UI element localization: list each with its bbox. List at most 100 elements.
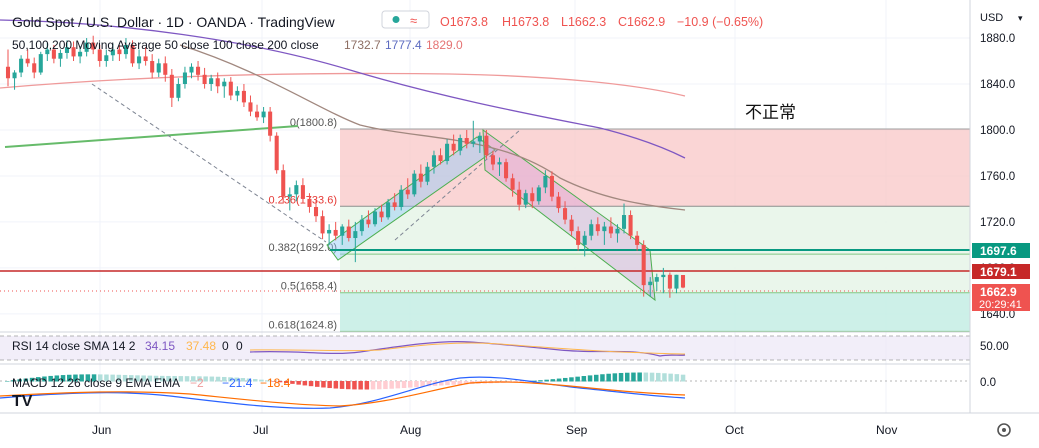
ohlc-high: H1673.8 — [502, 15, 549, 29]
time-axis[interactable]: Jun Jul Aug Sep Oct Nov — [92, 423, 897, 437]
macd-hist-bar — [36, 377, 41, 382]
ma-legend-label[interactable]: 50,100,200 Moving Average 50 close 100 c… — [12, 38, 319, 52]
macd-signal-line — [0, 381, 686, 407]
fib-zone — [340, 129, 970, 207]
ma-200-value: 1829.0 — [426, 38, 463, 52]
macd-hist-bar — [191, 376, 196, 382]
candle-body — [104, 55, 109, 62]
candle-body — [58, 52, 63, 59]
candle-body — [189, 66, 194, 73]
fib-zone — [340, 254, 970, 293]
macd-hist-bar — [147, 375, 153, 382]
candle-body — [274, 135, 279, 171]
ohlc-close: C1662.9 — [618, 15, 665, 29]
svg-text:20:29:41: 20:29:41 — [979, 299, 1022, 311]
macd-label[interactable]: MACD 12 26 close 9 EMA EMA — [12, 376, 180, 390]
macd-hist-bar — [519, 381, 525, 382]
macd-hist-bar — [141, 375, 146, 382]
macd-hist-bar — [29, 377, 35, 382]
macd-hist-bar — [451, 381, 456, 385]
candle-body — [582, 235, 587, 245]
fibonacci-retracement[interactable]: 0(1800.8)0.236(1733.6)0.382(1692.0)0.5(1… — [269, 117, 971, 332]
tradingview-logo[interactable]: TV — [12, 393, 33, 410]
macd-hist-bar — [172, 376, 177, 382]
candle-body — [281, 170, 286, 197]
fib-zone — [340, 206, 970, 255]
candle-body — [300, 185, 305, 199]
candle-body — [366, 219, 371, 225]
macd-hist-bar — [594, 374, 599, 382]
macd-hist-bar — [674, 374, 680, 382]
indicator-toggle[interactable] — [381, 10, 430, 29]
macd-hist-bar — [581, 376, 587, 382]
rsi-label[interactable]: RSI 14 close SMA 14 2 — [12, 339, 136, 353]
candle-body — [628, 215, 633, 236]
macd-hist-bar — [426, 381, 432, 387]
candle-body — [477, 135, 482, 142]
candle-body — [117, 49, 122, 55]
macd-hist-bar — [395, 381, 401, 389]
candle-body — [497, 162, 502, 165]
candle-body — [589, 224, 594, 236]
candle-body — [569, 219, 574, 232]
fib-level-label: 0.5(1658.4) — [281, 281, 337, 293]
axis-settings-gear-icon[interactable] — [997, 423, 1011, 437]
candle-body — [615, 228, 620, 234]
macd-hist-bar — [277, 381, 283, 383]
price-tag-last — [972, 284, 1030, 311]
macd-hist-bar — [389, 381, 394, 389]
macd-hist-bar — [259, 379, 264, 382]
candle-body — [418, 173, 423, 182]
falling-channel[interactable] — [482, 128, 656, 302]
candle-body — [123, 44, 128, 55]
macd-hist-bar — [166, 375, 171, 382]
macd-pane[interactable]: MACD 12 26 close 9 EMA EMA −2 −21.4 −18.… — [0, 372, 970, 409]
moving-averages — [0, 19, 686, 211]
svg-text:1697.6: 1697.6 — [980, 244, 1017, 258]
candle-body — [595, 224, 600, 232]
time-tick-nov: Nov — [876, 423, 897, 437]
macd-hist-bar — [569, 377, 574, 382]
status-dot — [392, 16, 400, 23]
candle-body — [38, 54, 43, 73]
candle-body — [490, 155, 495, 165]
symbol-title[interactable]: Gold Spot / U.S. Dollar · 1D · OANDA · T… — [12, 14, 336, 30]
macd-hist-bar — [11, 380, 16, 382]
currency-selector[interactable]: USD — [980, 12, 1003, 24]
annotation-text[interactable]: 不正常 — [745, 103, 796, 123]
macd-hist-bar — [203, 376, 208, 382]
macd-hist-bar — [296, 381, 301, 385]
candle-body — [196, 66, 201, 75]
drawings[interactable] — [0, 83, 970, 302]
trend-line-green[interactable] — [4, 125, 299, 148]
fib-level-label: 0.382(1692.0) — [269, 242, 338, 254]
macd-hist-bar — [401, 381, 407, 388]
candle-body — [97, 49, 102, 62]
rsi-pane[interactable]: RSI 14 close SMA 14 2 34.15 37.48 0 0 — [0, 335, 970, 361]
time-tick-oct: Oct — [725, 423, 744, 437]
ma-50-value: 1732.7 — [344, 38, 381, 52]
macd-hist-bar — [197, 376, 202, 382]
macd-hist-bar — [625, 372, 630, 382]
macd-hist-bar — [98, 374, 103, 382]
macd-hist-bar — [290, 381, 295, 384]
trend-line-dashed[interactable] — [91, 83, 327, 243]
price-axis[interactable]: USD ▾ 50.00 0.0 1880.0 1840.0 1800.0 1760.0… — [969, 0, 1023, 413]
candle-body — [556, 196, 561, 209]
candle-body — [32, 63, 37, 73]
candle-body — [327, 229, 332, 234]
candle-body — [392, 202, 397, 207]
candle-body — [78, 51, 83, 57]
macd-hist-bar — [246, 378, 252, 382]
macd-value-2: −21.4 — [222, 376, 253, 390]
macd-hist-bar — [352, 381, 357, 390]
ma-100-line — [0, 19, 686, 159]
time-tick-sep: Sep — [566, 423, 588, 437]
macd-hist-bar — [215, 376, 221, 382]
macd-hist-bar — [538, 380, 543, 382]
candle-body — [248, 102, 253, 112]
macd-hist-bar — [544, 379, 549, 382]
candlestick-series — [5, 35, 686, 298]
currency-chevron-icon[interactable]: ▾ — [1018, 13, 1023, 23]
